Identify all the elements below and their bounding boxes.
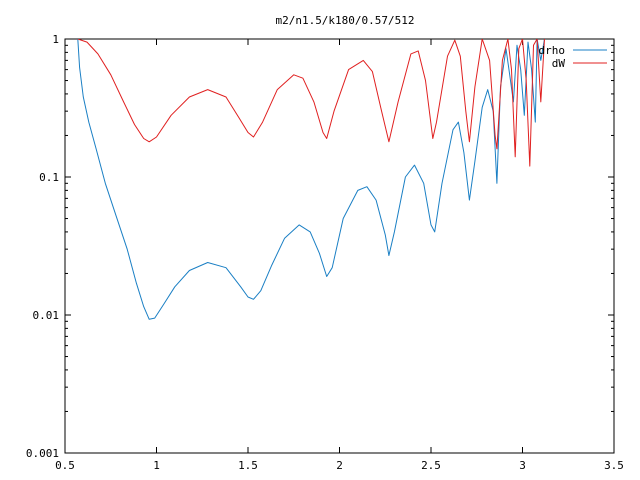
series-line-dW [77,39,545,167]
x-tick-label: 2 [336,459,343,472]
y-tick-label: 0.1 [39,171,59,184]
axes: 0.5 1 1.5 2 2.5 3 3.5 0.001 0.01 0.1 1 [26,33,624,472]
y-tick-label: 1 [52,33,59,46]
y-tick-label: 0.001 [26,447,59,460]
x-tick-label: 3 [519,459,526,472]
x-tick-label: 1.5 [238,459,258,472]
x-tick-label: 1 [153,459,160,472]
legend-label: drho [539,44,566,57]
x-tick-label: 3.5 [604,459,624,472]
chart-title: m2/n1.5/k180/0.57/512 [275,14,414,27]
series-layer [77,39,545,320]
series-line-drho [77,39,545,320]
y-tick-label: 0.01 [33,309,60,322]
x-tick-label: 0.5 [55,459,75,472]
legend-label: dW [552,57,566,70]
x-tick-label: 2.5 [421,459,441,472]
